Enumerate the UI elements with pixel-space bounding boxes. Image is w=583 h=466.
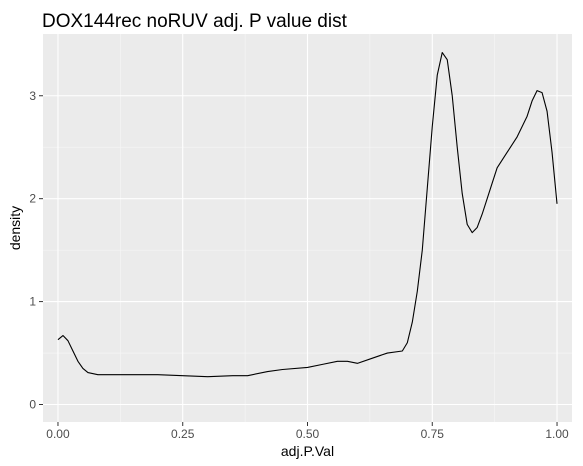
x-tick-label: 0.50 bbox=[296, 427, 320, 441]
x-tick-label: 1.00 bbox=[545, 427, 569, 441]
y-tick-label: 2 bbox=[29, 192, 36, 206]
x-axis-ticks: 0.00 0.25 0.50 0.75 1.00 bbox=[46, 422, 569, 441]
density-line bbox=[57, 51, 558, 378]
y-tick-label: 3 bbox=[29, 89, 36, 103]
x-tick-label: 0.75 bbox=[421, 427, 445, 441]
chart-title: DOX144rec noRUV adj. P value dist bbox=[42, 11, 348, 32]
series-layer bbox=[57, 51, 558, 378]
x-tick-label: 0.00 bbox=[46, 427, 70, 441]
x-axis-label: adj.P.Val bbox=[281, 443, 334, 459]
y-tick-label: 0 bbox=[29, 398, 36, 412]
y-axis-ticks: 0 1 2 3 bbox=[29, 89, 43, 412]
y-tick-label: 1 bbox=[29, 295, 36, 309]
major-gridlines bbox=[43, 34, 572, 422]
y-axis-label: density bbox=[7, 206, 23, 250]
x-tick-label: 0.25 bbox=[171, 427, 195, 441]
